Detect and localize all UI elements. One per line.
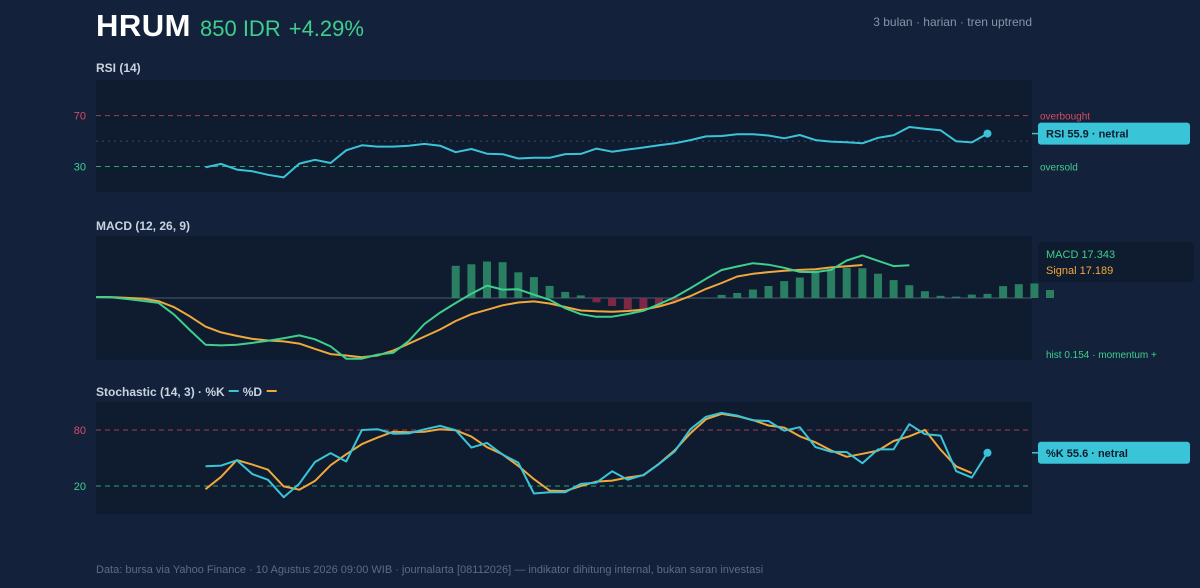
macd-signal-line: [95, 264, 863, 359]
last-price: 850 IDR: [200, 16, 281, 41]
macd-histogram-bar: [889, 280, 898, 298]
macd-histogram-bar: [795, 277, 804, 298]
rsi-callout-box: [1038, 122, 1190, 145]
macd-histogram-bar: [451, 265, 460, 298]
macd-histogram-bar: [483, 261, 491, 298]
macd-histogram-bar: [529, 277, 538, 298]
stochastic-panel-title: Stochastic (14, 3) · %K: [96, 385, 225, 399]
macd-histogram-bar: [545, 285, 554, 298]
macd-histogram-bar: [1014, 284, 1023, 298]
macd-histogram-bar: [702, 298, 710, 299]
macd-histogram-bar: [498, 262, 507, 298]
stochastic-callout-text: %K 55.6 · netral: [1046, 448, 1128, 460]
macd-panel-title: MACD (12, 26, 9): [96, 219, 190, 233]
header: HRUM 850 IDR +4.29%: [96, 8, 364, 44]
macd-histogram-bar: [936, 295, 945, 298]
macd-histogram-note: hist 0.154 · momentum +: [1046, 350, 1157, 361]
macd-histogram-bar: [608, 298, 617, 306]
macd-histogram-bar: [811, 270, 820, 298]
macd-histogram-bar: [576, 295, 585, 298]
macd-histogram-bar: [764, 286, 773, 298]
macd-histogram-bar: [920, 291, 929, 298]
macd-legend-box: [1038, 242, 1194, 282]
stochastic-tick-80: 80: [74, 425, 86, 437]
macd-histogram-bar: [717, 294, 726, 298]
macd-histogram-bar: [639, 298, 648, 310]
macd-histogram-bar: [655, 298, 663, 307]
stochastic-k-line: [205, 411, 989, 499]
rsi-oversold-label: oversold: [1040, 163, 1078, 174]
macd-histogram-bar: [952, 296, 961, 298]
macd-histogram-bar: [467, 264, 476, 298]
rsi-callout-text: RSI 55.9 · netral: [1046, 129, 1129, 141]
macd-histogram-bar: [623, 298, 632, 310]
macd-legend-signal: Signal 17.189: [1046, 265, 1113, 277]
panel-background: [96, 402, 1032, 514]
macd-legend-macd: MACD 17.343: [1046, 249, 1115, 261]
macd-histogram-bar: [858, 268, 867, 298]
macd-histogram-bar: [999, 286, 1008, 298]
rsi-panel-title: RSI (14): [96, 61, 141, 75]
data-source-footer: Data: bursa via Yahoo Finance · 10 Agust…: [96, 564, 764, 576]
stochastic-callout-box: [1038, 441, 1190, 464]
macd-histogram-bar: [561, 291, 570, 298]
rsi-tick-30: 30: [74, 162, 86, 174]
macd-histogram-bar: [514, 272, 523, 298]
macd-histogram-bar: [686, 297, 695, 299]
macd-histogram-bar: [733, 293, 742, 298]
stochastic-last-point: [983, 448, 992, 457]
macd-histogram-bar: [592, 298, 601, 303]
macd-line: [95, 254, 910, 360]
macd-histogram-bar: [905, 285, 914, 298]
macd-histogram-bar: [1046, 290, 1054, 298]
stochastic-tick-20: 20: [74, 481, 86, 493]
macd-histogram-bar: [983, 293, 992, 298]
rsi-tick-70: 70: [74, 111, 86, 123]
macd-histogram-bar: [967, 294, 976, 298]
macd-histogram-bar: [827, 269, 836, 298]
rsi-last-point: [983, 129, 992, 138]
rsi-overbought-label: overbought: [1040, 112, 1090, 123]
price-change: +4.29%: [288, 16, 364, 41]
stochastic-d-label: %D: [243, 385, 263, 399]
rsi-line: [205, 126, 988, 179]
macd-histogram-bar: [842, 267, 851, 298]
panel-background: [96, 80, 1032, 192]
macd-histogram-bar: [748, 289, 757, 298]
period-subtitle: 3 bulan · harian · tren uptrend: [873, 15, 1032, 29]
macd-histogram-bar: [780, 281, 789, 298]
ticker-symbol: HRUM: [96, 8, 191, 43]
macd-histogram-bar: [1030, 283, 1039, 298]
macd-histogram-bar: [874, 273, 882, 298]
macd-histogram-bar: [670, 298, 679, 302]
